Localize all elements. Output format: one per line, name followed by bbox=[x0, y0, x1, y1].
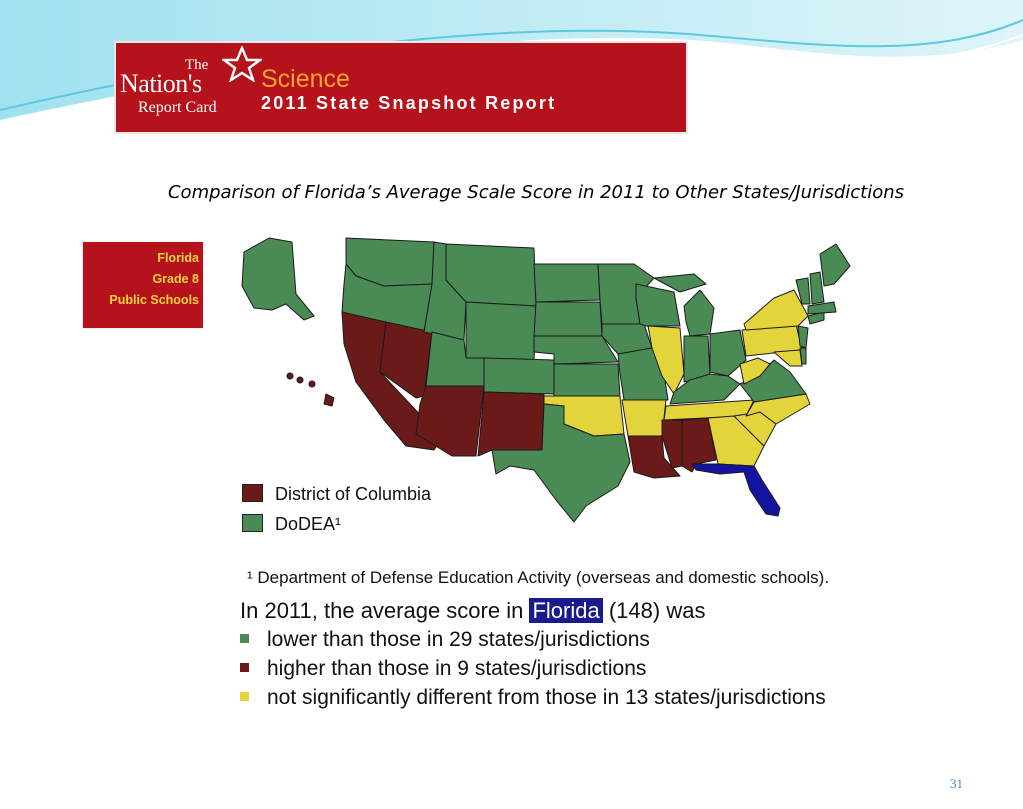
page-number: 31 bbox=[950, 776, 963, 791]
summary-bullet-not-different: not significantly different from those i… bbox=[240, 686, 826, 710]
state-label: Florida bbox=[157, 251, 199, 265]
legend-swatch-dodea bbox=[242, 514, 263, 532]
bullet-text: higher than those in 9 states/jurisdicti… bbox=[267, 657, 647, 680]
top-wave bbox=[0, 0, 1023, 120]
summary-state-highlight: Florida bbox=[529, 598, 603, 623]
michigan-upper bbox=[653, 273, 707, 293]
south-dakota bbox=[533, 301, 603, 337]
colorado bbox=[483, 357, 555, 395]
new-york bbox=[743, 289, 809, 331]
florida bbox=[691, 463, 781, 517]
star-icon bbox=[222, 46, 262, 82]
wyoming bbox=[465, 301, 537, 363]
top-wave-line bbox=[699, 34, 1023, 66]
mississippi bbox=[661, 419, 683, 469]
new-mexico bbox=[477, 391, 545, 457]
map-panel: District of Columbia DoDEA¹ ¹ Department… bbox=[234, 224, 950, 718]
logo-text-the: The bbox=[185, 57, 209, 73]
us-map bbox=[241, 237, 851, 523]
michigan bbox=[683, 289, 715, 337]
new-jersey bbox=[797, 325, 809, 349]
vermont bbox=[795, 277, 811, 305]
ohio bbox=[709, 329, 747, 377]
maine bbox=[819, 243, 851, 287]
bullet-text: lower than those in 29 states/jurisdicti… bbox=[267, 628, 650, 651]
texas bbox=[491, 403, 631, 523]
summary-bullet-lower: lower than those in 29 states/jurisdicti… bbox=[240, 628, 650, 652]
arkansas bbox=[621, 399, 667, 437]
logo-text-nations: Nation's bbox=[120, 69, 202, 98]
alaska bbox=[241, 237, 315, 321]
new-hampshire bbox=[809, 271, 825, 305]
maryland bbox=[773, 349, 803, 367]
slide-title: Comparison of Florida’s Average Scale Sc… bbox=[167, 182, 905, 203]
massachusetts bbox=[807, 301, 837, 315]
summary-bullet-higher: higher than those in 9 states/jurisdicti… bbox=[240, 657, 646, 681]
banner-subject: Science bbox=[261, 65, 350, 93]
legend-label-dc: District of Columbia bbox=[275, 484, 432, 504]
footnote: ¹ Department of Defense Education Activi… bbox=[247, 568, 830, 587]
legend-label-dodea: DoDEA¹ bbox=[275, 514, 342, 534]
bullet-square-icon bbox=[240, 662, 249, 672]
hawaii bbox=[286, 372, 335, 407]
logo-text-report-card: Report Card bbox=[138, 99, 217, 116]
report-banner: The Nation's Report Card Science 2011 St… bbox=[114, 41, 688, 134]
jurisdiction-label: Florida Grade 8 Public Schools bbox=[82, 241, 204, 329]
legend-swatch-dc bbox=[242, 484, 263, 502]
bullet-square-icon bbox=[240, 633, 249, 643]
bullet-text: not significantly different from those i… bbox=[267, 686, 826, 709]
west-virginia bbox=[739, 357, 771, 385]
georgia bbox=[707, 415, 765, 467]
summary-heading: In 2011, the average score in Florida (1… bbox=[240, 598, 705, 624]
north-dakota bbox=[533, 263, 601, 303]
grade-label: Grade 8 bbox=[152, 272, 199, 286]
delaware bbox=[799, 347, 807, 365]
kansas bbox=[553, 363, 621, 397]
school-type-label: Public Schools bbox=[109, 293, 199, 307]
banner-subtitle: 2011 State Snapshot Report bbox=[261, 93, 557, 113]
wisconsin bbox=[635, 283, 681, 327]
summary-prefix: In 2011, the average score in bbox=[240, 598, 524, 623]
bullet-square-icon bbox=[240, 691, 249, 701]
kentucky bbox=[669, 373, 741, 405]
summary-suffix: (148) was bbox=[608, 598, 706, 623]
